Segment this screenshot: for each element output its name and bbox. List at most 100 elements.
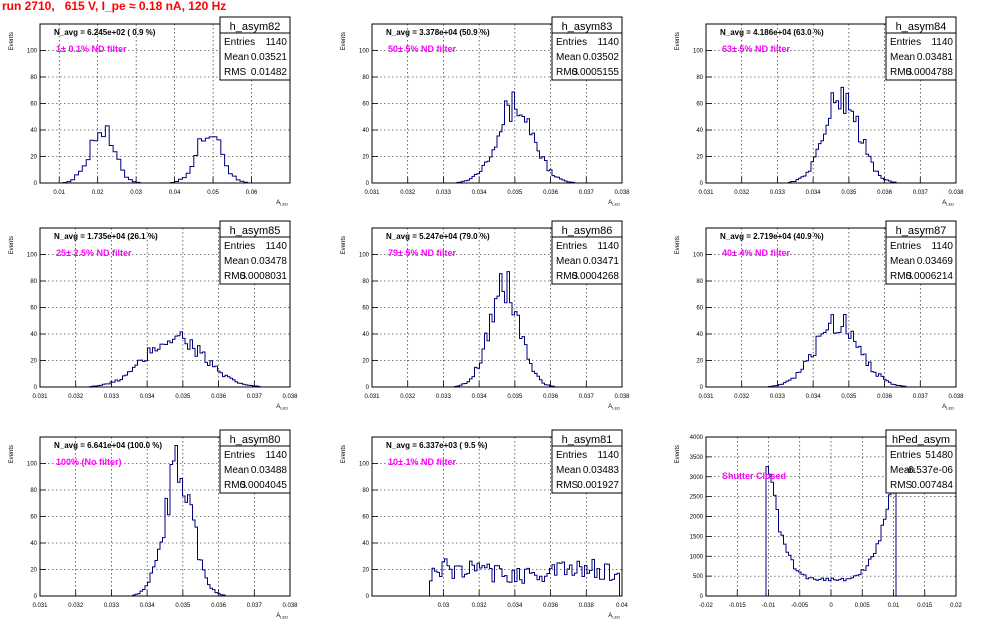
y-tick-label: 60: [30, 306, 37, 312]
page-title: run 2710, 615 V, I_pe ≈ 0.18 nA, 120 Hz: [2, 0, 227, 13]
y-axis-title: Events: [341, 32, 347, 50]
x-tick-label: 0.02: [950, 603, 962, 609]
y-tick-label: 100: [27, 49, 38, 55]
y-tick-label: 40: [696, 128, 703, 134]
x-tick-label: 0.036: [877, 190, 893, 196]
navg-annotation: N_avg = 5.247e+04 (79.0 %): [386, 232, 490, 241]
stats-value: 51480: [925, 450, 953, 461]
x-tick-label: 0.033: [770, 190, 786, 196]
stats-label: Mean: [224, 256, 249, 267]
histogram-line: [372, 91, 622, 184]
stats-label: Entries: [556, 241, 587, 252]
y-tick-label: 100: [693, 253, 704, 259]
x-tick-label: 0.038: [948, 190, 964, 196]
stats-label: Entries: [224, 37, 255, 48]
stats-value: 1140: [265, 241, 287, 252]
x-tick-label: 0.015: [917, 603, 933, 609]
x-tick-label: 0.031: [364, 394, 380, 400]
y-axis-title: Events: [675, 445, 681, 463]
y-axis-title: Events: [9, 236, 15, 254]
y-tick-label: 40: [362, 128, 369, 134]
navg-annotation: N_avg = 6.337e+03 ( 9.5 %): [386, 441, 488, 450]
histogram-name: h_asym86: [562, 225, 613, 237]
y-tick-label: 20: [362, 568, 369, 574]
x-axis-title: ALED: [942, 404, 954, 411]
x-tick-label: 0.033: [104, 603, 120, 609]
panel-h_asym80: 0.031 0.032 0.033 0.034 0.035 0.036 0.037 0.038…: [9, 429, 298, 620]
stats-value: 1140: [265, 450, 287, 461]
x-tick-label: 0.032: [472, 603, 488, 609]
panel-hPed_asym: -0.02 -0.015 -0.01 -0.005 0 0.005 0.01 0.015 0.0…: [675, 429, 962, 609]
stats-value: 1140: [931, 37, 953, 48]
stats-box: [885, 220, 957, 285]
y-tick-label: 0: [34, 594, 38, 600]
stats-label: Entries: [890, 450, 921, 461]
y-tick-label: 20: [362, 155, 369, 161]
x-tick-label: -0.02: [699, 603, 713, 609]
x-tick-label: 0.037: [579, 190, 595, 196]
y-tick-label: 0: [366, 385, 370, 391]
x-tick-label: 0.036: [211, 394, 227, 400]
x-tick-label: 0.032: [68, 603, 84, 609]
y-tick-label: 20: [30, 155, 37, 161]
stats-label: RMS: [556, 67, 579, 78]
x-axis-title: ALED: [276, 200, 288, 207]
y-tick-label: 80: [30, 75, 37, 81]
y-axis-title: Events: [341, 445, 347, 463]
stats-value: 0.0004788: [906, 67, 954, 78]
x-tick-label: 0.033: [436, 394, 452, 400]
x-tick-label: 0.035: [175, 603, 191, 609]
y-tick-label: 100: [693, 49, 704, 55]
x-axis-title: ALED: [276, 404, 288, 411]
histogram-name: hPed_asym: [892, 434, 950, 446]
x-tick-label: 0.038: [614, 394, 630, 400]
histogram-name: h_asym85: [230, 225, 281, 237]
navg-annotation: N_avg = 1.735e+04 (26.1 %): [54, 232, 158, 241]
x-tick-label: 0.034: [140, 394, 156, 400]
x-tick-label: 0.032: [400, 394, 416, 400]
stats-box: [219, 16, 291, 81]
y-tick-label: 3500: [690, 455, 704, 461]
stats-box: [551, 220, 623, 285]
x-tick-label: 0.036: [543, 190, 559, 196]
x-tick-label: 0.034: [507, 603, 523, 609]
x-tick-label: 0.038: [948, 394, 964, 400]
stats-value: 0.03469: [917, 256, 954, 267]
histogram-line: [40, 331, 290, 388]
x-axis-title: ALED: [942, 200, 954, 207]
y-tick-label: 40: [362, 541, 369, 547]
x-tick-label: 0.034: [806, 394, 822, 400]
stats-label: RMS: [224, 271, 247, 282]
panel-h_asym87: 0.031 0.032 0.033 0.034 0.035 0.036 0.037 0.038…: [675, 220, 964, 411]
y-axis-title: Events: [675, 236, 681, 254]
stats-label: Mean: [224, 465, 249, 476]
stats-label: Entries: [224, 241, 255, 252]
stats-value: 1140: [597, 37, 619, 48]
x-tick-label: 0.031: [698, 190, 714, 196]
x-tick-label: 0.038: [614, 190, 630, 196]
y-tick-label: 20: [30, 359, 37, 365]
stats-value: 0.03502: [583, 52, 620, 63]
stats-value: 0.03483: [583, 465, 620, 476]
histogram-line: [706, 314, 956, 388]
filter-annotation: 40± 4% ND filter: [722, 248, 790, 258]
x-axis-title: ALED: [276, 613, 288, 620]
x-tick-label: 0.02: [92, 190, 104, 196]
x-tick-label: 0.031: [364, 190, 380, 196]
x-tick-label: 0.034: [140, 603, 156, 609]
stats-label: RMS: [224, 480, 247, 491]
x-tick-label: 0.037: [247, 394, 263, 400]
y-tick-label: 60: [30, 102, 37, 108]
y-tick-label: 40: [696, 332, 703, 338]
histogram-line: [372, 271, 622, 388]
panel-h_asym86: 0.031 0.032 0.033 0.034 0.035 0.036 0.037 0.038…: [341, 220, 630, 411]
stats-label: Mean: [890, 465, 915, 476]
stats-value: 1140: [265, 37, 287, 48]
stats-label: Mean: [556, 256, 581, 267]
x-tick-label: 0.033: [104, 394, 120, 400]
x-tick-label: 0.035: [507, 394, 523, 400]
x-tick-label: 0.035: [507, 190, 523, 196]
x-tick-label: 0.034: [806, 190, 822, 196]
x-tick-label: 0.03: [130, 190, 142, 196]
